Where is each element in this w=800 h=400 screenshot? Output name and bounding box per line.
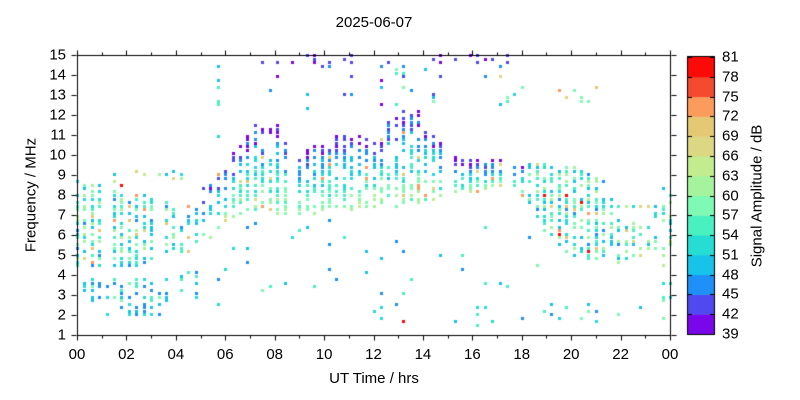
- colorbar-tick-label: 51: [722, 246, 739, 264]
- y-tick-label: 5: [57, 246, 66, 264]
- y-tick-label: 1: [57, 326, 66, 344]
- x-tick-label: 06: [216, 346, 234, 363]
- y-tick-label: 10: [49, 146, 66, 164]
- y-tick-label: 12: [49, 106, 66, 124]
- x-tick-label: 16: [463, 346, 481, 363]
- x-tick-label: 02: [118, 346, 135, 363]
- colorbar-tick-label: 60: [722, 187, 739, 204]
- colorbar-label: Signal Amplitude / dB: [748, 124, 766, 268]
- x-tick-label: 10: [315, 346, 333, 363]
- colorbar-tick-label: 42: [722, 305, 739, 323]
- colorbar-tick-label: 45: [722, 285, 739, 303]
- x-tick-label: 18: [513, 346, 531, 363]
- y-tick-label: 4: [57, 266, 66, 284]
- colorbar-tick-label: 69: [722, 127, 739, 145]
- chart-title: 2025-06-07: [335, 14, 413, 31]
- y-tick-label: 14: [49, 66, 66, 84]
- x-tick-label: 12: [365, 346, 382, 363]
- x-tick-label: 20: [562, 346, 580, 363]
- colorbar-tick-label: 48: [722, 266, 739, 284]
- y-axis-label: Frequency / MHz: [22, 137, 40, 253]
- colorbar-tick-label: 54: [722, 226, 739, 244]
- colorbar-tick-label: 81: [722, 48, 739, 66]
- colorbar-tick-label: 66: [722, 147, 739, 165]
- colorbar-tick-label: 78: [722, 68, 739, 86]
- y-tick-label: 15: [49, 46, 66, 64]
- x-tick-label: 00: [68, 346, 86, 363]
- y-tick-label: 8: [57, 186, 66, 204]
- colorbar-tick-label: 57: [722, 206, 739, 224]
- x-tick-label: 04: [167, 346, 185, 363]
- x-axis-label: UT Time / hrs: [329, 370, 419, 387]
- colorbar-tick-label: 63: [722, 167, 739, 185]
- colorbar-tick-label: 39: [722, 325, 739, 343]
- y-tick-label: 6: [57, 226, 66, 244]
- x-tick-label: 22: [612, 346, 629, 363]
- y-tick-label: 7: [57, 206, 66, 224]
- y-tick-label: 3: [57, 286, 66, 304]
- y-tick-label: 2: [57, 306, 66, 324]
- x-tick-label: 00: [661, 346, 679, 363]
- x-tick-label: 08: [266, 346, 283, 363]
- y-tick-label: 11: [50, 126, 66, 144]
- x-tick-label: 14: [414, 346, 432, 363]
- y-tick-label: 13: [49, 86, 66, 104]
- colorbar-tick-label: 75: [722, 88, 739, 106]
- colorbar-tick-label: 72: [722, 107, 739, 125]
- y-tick-label: 9: [57, 166, 66, 184]
